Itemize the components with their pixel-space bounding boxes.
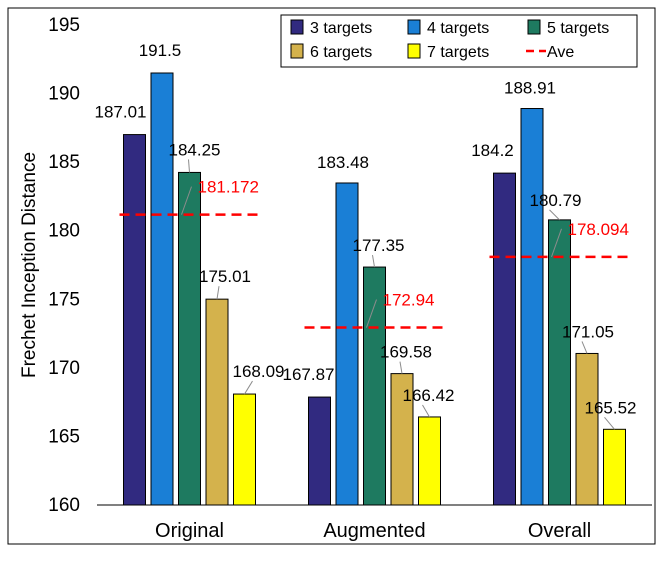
data-label-leader — [549, 209, 560, 221]
data-label: 169.58 — [380, 343, 432, 362]
data-label: 166.42 — [403, 386, 455, 405]
data-label-leader — [216, 286, 220, 300]
data-label-leader — [604, 416, 615, 430]
average-label: 181.172 — [198, 178, 259, 197]
legend-label: Ave — [547, 44, 574, 61]
bar-7-targets-overall — [603, 428, 626, 506]
legend-label: 6 targets — [310, 44, 372, 61]
x-category-label: Overall — [528, 520, 591, 542]
bar-7-targets-augmented — [418, 416, 441, 506]
average-label: 172.94 — [383, 291, 435, 310]
data-label: 188.91 — [504, 79, 556, 98]
data-label: 184.2 — [471, 141, 514, 160]
data-label: 165.52 — [585, 398, 637, 417]
average-label: 178.094 — [568, 220, 629, 239]
y-tick-label-6: 190 — [48, 84, 80, 105]
chart-frame — [7, 7, 656, 545]
bar-6-targets-original — [205, 298, 229, 506]
data-label: 177.35 — [353, 236, 405, 255]
bar-4-targets-augmented — [335, 182, 359, 506]
y-tick-label-4: 180 — [48, 221, 80, 242]
y-tick-label-1: 165 — [48, 426, 80, 447]
legend-swatch-3-targets — [290, 19, 304, 35]
legend-label: 3 targets — [310, 20, 372, 37]
legend-swatch-7-targets — [407, 43, 421, 59]
data-label: 184.25 — [169, 140, 221, 159]
x-category-label: Original — [155, 520, 224, 542]
data-label-leader — [422, 404, 430, 418]
y-axis-title: Frechet Inception Distance — [19, 152, 40, 378]
legend-label: 5 targets — [547, 20, 609, 37]
data-label: 175.01 — [199, 267, 251, 286]
bar-5-targets-overall — [548, 219, 571, 506]
bar-3-targets-original — [123, 134, 146, 506]
data-label-leader — [399, 361, 403, 374]
bar-6-targets-overall — [575, 352, 599, 506]
data-label-leader — [188, 159, 190, 173]
data-label: 167.87 — [283, 365, 335, 384]
data-label-leader — [372, 254, 375, 268]
average-label-leader — [181, 186, 192, 215]
data-label: 168.09 — [233, 362, 285, 381]
y-tick-label-7: 195 — [48, 15, 80, 36]
bar-3-targets-overall — [493, 172, 516, 506]
legend-box — [280, 14, 638, 68]
y-tick-label-0: 160 — [48, 495, 80, 516]
x-category-label: Augmented — [323, 520, 425, 542]
bar-3-targets-augmented — [308, 396, 331, 506]
bar-7-targets-original — [233, 393, 256, 506]
y-tick-label-2: 170 — [48, 358, 80, 379]
data-label: 183.48 — [317, 153, 369, 172]
data-label-leader — [581, 341, 588, 354]
y-tick-label-5: 185 — [48, 152, 80, 173]
y-tick-label-3: 175 — [48, 289, 80, 310]
average-label-leader — [366, 299, 377, 328]
legend-swatch-5-targets — [527, 19, 541, 35]
legend-swatch-4-targets — [407, 19, 421, 35]
bar-5-targets-original — [178, 171, 201, 506]
data-label: 191.5 — [139, 41, 182, 60]
legend-label: 7 targets — [427, 44, 489, 61]
data-label: 187.01 — [95, 103, 147, 122]
bar-4-targets-original — [150, 72, 174, 506]
legend-label: 4 targets — [427, 20, 489, 37]
data-label: 171.05 — [562, 322, 614, 341]
data-label-leader — [244, 380, 253, 395]
legend-swatch-6-targets — [290, 43, 304, 59]
average-label-leader — [551, 228, 562, 258]
data-label: 180.79 — [530, 191, 582, 210]
bar-4-targets-overall — [520, 108, 544, 506]
